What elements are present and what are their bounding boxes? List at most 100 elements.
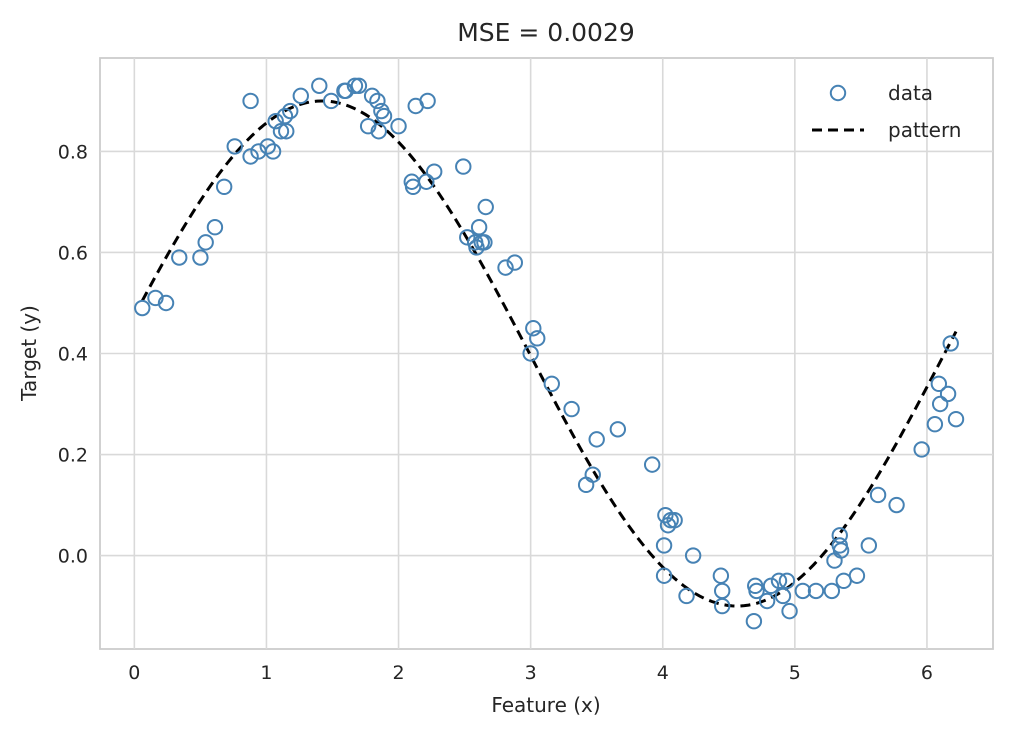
data-point xyxy=(426,163,443,180)
data-point xyxy=(157,294,175,312)
data-point xyxy=(942,335,959,352)
data-point xyxy=(848,567,866,584)
data-point xyxy=(206,219,224,236)
data-point xyxy=(529,330,546,347)
y-axis-label: Target (y) xyxy=(17,305,41,402)
data-point xyxy=(418,173,435,190)
data-point xyxy=(563,400,580,418)
data-point xyxy=(459,229,476,246)
data-point xyxy=(655,537,673,554)
data-point xyxy=(666,511,683,529)
data-point xyxy=(497,259,514,276)
data-point xyxy=(684,547,702,564)
data-point xyxy=(455,158,472,175)
data-point xyxy=(192,249,209,266)
data-point xyxy=(781,602,798,620)
x-tick-label: 3 xyxy=(525,662,537,684)
data-point xyxy=(369,92,386,110)
data-point xyxy=(584,466,601,483)
data-point xyxy=(522,345,539,362)
data-point xyxy=(926,416,944,433)
data-point xyxy=(259,138,276,155)
data-point xyxy=(390,117,407,135)
data-point xyxy=(346,77,364,94)
data-point xyxy=(322,92,340,110)
data-point xyxy=(758,592,776,610)
data-point xyxy=(588,431,605,448)
data-point xyxy=(860,537,878,554)
data-point xyxy=(197,234,214,251)
chart-title: MSE = 0.0029 xyxy=(457,18,635,47)
data-point xyxy=(215,178,233,196)
data-point xyxy=(655,567,673,584)
x-tick-label: 4 xyxy=(657,662,669,684)
x-tick-label: 0 xyxy=(128,662,140,684)
data-point xyxy=(506,254,523,271)
data-point xyxy=(713,582,731,600)
data-point xyxy=(370,123,387,140)
data-point xyxy=(794,582,811,600)
data-point xyxy=(242,148,259,165)
data-point xyxy=(264,143,282,160)
data-point xyxy=(350,77,368,94)
data-point xyxy=(226,138,243,155)
y-gridlines xyxy=(100,150,993,557)
data-series xyxy=(134,77,965,630)
data-point xyxy=(267,112,284,130)
y-tick-label: 0.8 xyxy=(58,141,88,163)
data-point xyxy=(375,107,393,125)
data-point xyxy=(311,77,328,94)
data-point xyxy=(470,219,488,236)
data-point xyxy=(774,587,792,605)
data-point xyxy=(657,506,674,524)
data-point xyxy=(778,572,796,590)
data-point xyxy=(947,410,965,428)
x-tick-label: 6 xyxy=(921,662,933,684)
data-point xyxy=(609,421,627,438)
data-point xyxy=(832,542,850,559)
x-axis-label: Feature (x) xyxy=(491,693,600,717)
data-point xyxy=(525,320,542,337)
x-tick-label: 2 xyxy=(393,662,405,684)
data-point xyxy=(171,249,188,266)
x-tick-label: 1 xyxy=(260,662,272,684)
data-point xyxy=(807,582,825,600)
data-point xyxy=(643,456,661,473)
y-tick-label: 0.6 xyxy=(58,242,88,264)
data-point xyxy=(930,375,948,393)
data-point xyxy=(931,395,949,413)
y-tick-label: 0.0 xyxy=(58,546,88,568)
data-point xyxy=(939,385,957,403)
data-point xyxy=(678,587,695,605)
data-point xyxy=(476,234,493,251)
data-point xyxy=(292,87,309,105)
legend-data-marker xyxy=(829,84,847,102)
data-point xyxy=(419,92,436,110)
data-point xyxy=(888,496,905,514)
data-point xyxy=(363,87,381,105)
data-point xyxy=(662,511,679,529)
y-tick-label: 0.2 xyxy=(58,445,88,467)
data-point xyxy=(282,102,299,120)
data-point xyxy=(770,572,788,590)
data-point xyxy=(913,441,930,458)
data-point xyxy=(147,289,164,307)
legend: data pattern xyxy=(812,81,962,142)
data-point xyxy=(748,582,765,600)
legend-data-label: data xyxy=(888,81,933,105)
data-point xyxy=(869,486,887,504)
data-point xyxy=(242,92,259,110)
data-point xyxy=(745,613,763,630)
data-point xyxy=(359,117,377,135)
data-point xyxy=(543,375,560,393)
y-tick-label: 0.4 xyxy=(58,344,88,366)
data-point xyxy=(477,198,494,216)
data-point xyxy=(468,239,485,256)
data-point xyxy=(823,582,841,600)
legend-pattern-label: pattern xyxy=(888,118,962,142)
y-tick-labels: 0.0 0.2 0.4 0.6 0.8 xyxy=(58,141,88,567)
data-point xyxy=(278,123,295,140)
data-point xyxy=(134,299,151,317)
x-tick-labels: 0 1 2 3 4 5 6 xyxy=(128,662,933,684)
